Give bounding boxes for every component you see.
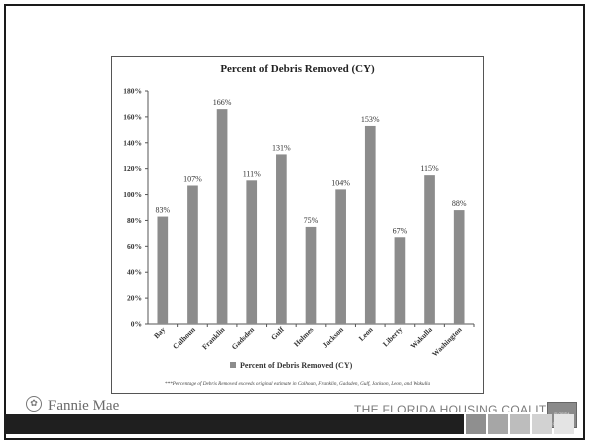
bar xyxy=(335,189,346,324)
y-tick-label: 100% xyxy=(123,190,142,199)
legend-label: Percent of Debris Removed (CY) xyxy=(240,361,353,370)
y-tick-label: 120% xyxy=(123,164,142,173)
footer-block xyxy=(488,414,508,434)
x-tick-label: Liberty xyxy=(381,325,405,349)
x-tick-label: Gulf xyxy=(269,325,286,342)
bar xyxy=(424,175,435,324)
data-label: 111% xyxy=(243,169,261,178)
data-label: 166% xyxy=(213,98,232,107)
y-tick-label: 140% xyxy=(123,138,142,147)
fannie-mae-mark-icon: ✿ xyxy=(26,396,42,412)
y-tick-label: 40% xyxy=(127,268,142,277)
y-tick-label: 160% xyxy=(123,112,142,121)
x-tick-label: Wakulla xyxy=(408,325,434,351)
data-label: 115% xyxy=(420,164,439,173)
legend-swatch xyxy=(230,362,236,368)
bar xyxy=(394,237,406,324)
chart-title: Percent of Debris Removed (CY) xyxy=(220,63,375,75)
y-tick-label: 80% xyxy=(127,216,142,225)
chart-area: Percent of Debris Removed (CY) 0% 20% 40% 6… xyxy=(111,56,484,394)
bar xyxy=(364,125,376,324)
data-label: 153% xyxy=(361,115,380,124)
x-tick-label: Washington xyxy=(430,324,464,358)
bar xyxy=(453,210,465,324)
data-label: 104% xyxy=(331,178,350,187)
x-tick-label: Calhoun xyxy=(171,324,197,350)
footer-block xyxy=(466,414,486,434)
data-label: 107% xyxy=(183,174,202,183)
footer-block xyxy=(554,414,574,434)
fannie-mae-logo: ✿ Fannie Mae xyxy=(26,394,119,414)
data-label: 83% xyxy=(155,206,170,215)
data-label: 67% xyxy=(393,226,408,235)
bar xyxy=(216,109,228,324)
fannie-mae-wordmark: Fannie Mae xyxy=(48,397,120,413)
coalition-wordmark: THE FLORIDA HOUSING COALITION xyxy=(354,403,569,412)
x-tick-label: Bay xyxy=(152,325,167,340)
x-tick-label: Jackson xyxy=(320,324,345,349)
data-label: 88% xyxy=(452,199,467,208)
footer-block xyxy=(532,414,552,434)
y-tick-label: 180% xyxy=(123,87,142,96)
x-tick-label: Gadsden xyxy=(230,324,257,351)
bar xyxy=(246,180,258,324)
data-label: 131% xyxy=(272,143,291,152)
x-tick-label: Leon xyxy=(357,324,375,342)
chart-footnote: ***Percentage of Debris Removed exceeds … xyxy=(164,381,431,387)
y-tick-label: 0% xyxy=(131,320,142,329)
bar xyxy=(157,216,169,324)
y-tick-label: 20% xyxy=(127,294,142,303)
x-tick-label: Franklin xyxy=(200,324,227,351)
data-label: 75% xyxy=(304,216,319,225)
bar-chart: 0% 20% 40% 60% 80% 100% 120% 140% 160% 180% 83% Bay… xyxy=(123,87,475,370)
bar xyxy=(305,226,317,324)
footer-block xyxy=(510,414,530,434)
x-tick-label: Holmes xyxy=(292,325,316,349)
bar xyxy=(187,185,198,324)
bar xyxy=(276,154,287,324)
footer-bar xyxy=(4,414,464,434)
y-tick-label: 60% xyxy=(127,242,142,251)
